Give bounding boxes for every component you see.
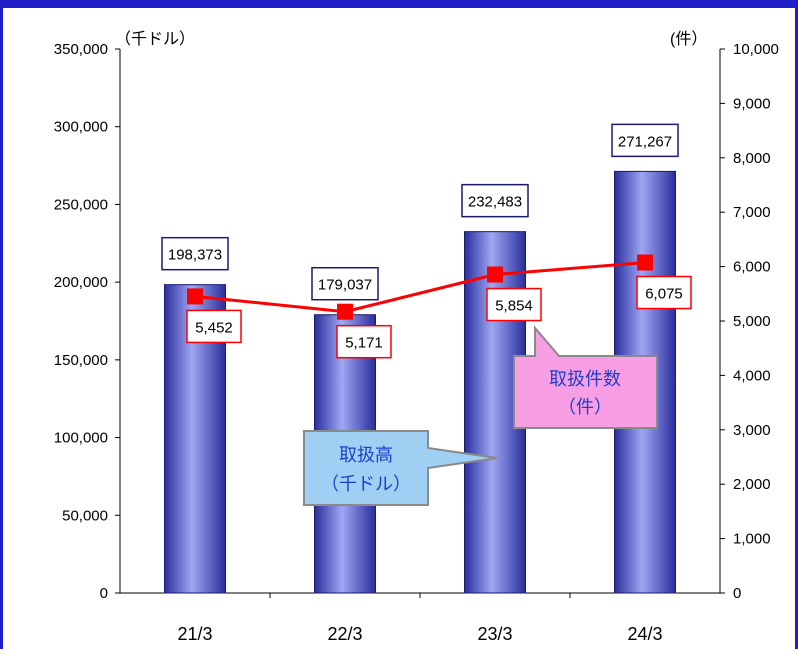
left-axis-unit: （千ドル）: [115, 30, 195, 48]
bar-callout-unit: （千ドル）: [321, 474, 411, 494]
left-axis-tick-label: 150,000: [54, 352, 108, 369]
count-value-label-box: [486, 287, 542, 322]
count-value-label-box: [186, 309, 242, 344]
right-axis-tick-label: 5,000: [733, 313, 771, 330]
bar-value-label: 198,373: [168, 247, 222, 264]
count-value-label: 5,854: [495, 298, 533, 315]
line-callout-title: 取扱件数: [549, 369, 621, 389]
left-axis-tick-label: 350,000: [54, 41, 108, 58]
count-point: [337, 303, 353, 320]
bar-callout-shape: [303, 430, 498, 506]
axes: 0 50,000 100,000 150,000 200,000 250,000 300,0…: [54, 41, 779, 644]
bar-callout-title: 取扱高: [339, 445, 393, 465]
count-point: [187, 288, 203, 305]
right-axis-tick-label: 2,000: [733, 476, 771, 493]
left-axis-tick-label: 50,000: [62, 507, 108, 524]
count-line-path: [194, 261, 646, 314]
count-value-label: 5,171: [345, 335, 383, 352]
count-line: [187, 254, 653, 320]
count-point: [637, 254, 653, 271]
right-axis-tick-label: 4,000: [733, 367, 771, 384]
right-axis-tick-label: 9,000: [733, 95, 771, 112]
right-axis-unit: (件）: [670, 30, 707, 48]
count-value-label: 6,075: [645, 286, 683, 303]
bar-series-callout: 取扱高 （千ドル）: [303, 430, 498, 506]
right-axis-tick-label: 3,000: [733, 422, 771, 439]
bar-value-label: 271,267: [618, 133, 672, 150]
x-axis-category-label: 24/3: [627, 624, 662, 644]
x-axis-category-label: 23/3: [477, 624, 512, 644]
combo-chart: （千ドル） (件） 0 50,000 100,000 150,000 200,000 25…: [54, 30, 779, 644]
right-axis-tick-label: 8,000: [733, 150, 771, 167]
data-labels: 198,373 179,037 232,483 271,267 5,452 5,171 5,…: [161, 123, 692, 359]
right-axis-tick-label: 7,000: [733, 204, 771, 221]
bar-value-label-box: [161, 236, 229, 271]
bar-value-label-box: [611, 123, 679, 158]
count-value-label: 5,452: [195, 319, 233, 336]
right-axis-tick-label: 1,000: [733, 531, 771, 548]
left-axis-tick-label: 200,000: [54, 274, 108, 291]
x-axis-category-label: 21/3: [177, 624, 212, 644]
bar-value-label: 232,483: [468, 194, 522, 211]
count-value-label-box: [336, 324, 392, 359]
left-axis-tick-label: 250,000: [54, 196, 108, 213]
line-callout-shape: [513, 325, 658, 429]
bar-value-label-box: [461, 183, 529, 218]
count-point: [487, 266, 503, 283]
right-axis-tick-label: 10,000: [733, 41, 779, 58]
right-axis-tick-label: 6,000: [733, 259, 771, 276]
left-axis-tick-label: 100,000: [54, 430, 108, 447]
bar-value-label: 179,037: [318, 277, 372, 294]
line-callout-unit: （件）: [558, 397, 612, 417]
x-axis-category-label: 22/3: [327, 624, 362, 644]
right-axis-tick-label: 0: [733, 585, 741, 602]
line-series-callout: 取扱件数 （件）: [513, 325, 658, 429]
left-axis-tick-label: 0: [100, 585, 108, 602]
count-value-label-box: [636, 275, 692, 310]
left-axis-tick-label: 300,000: [54, 119, 108, 136]
bar-value-label-box: [311, 266, 379, 301]
